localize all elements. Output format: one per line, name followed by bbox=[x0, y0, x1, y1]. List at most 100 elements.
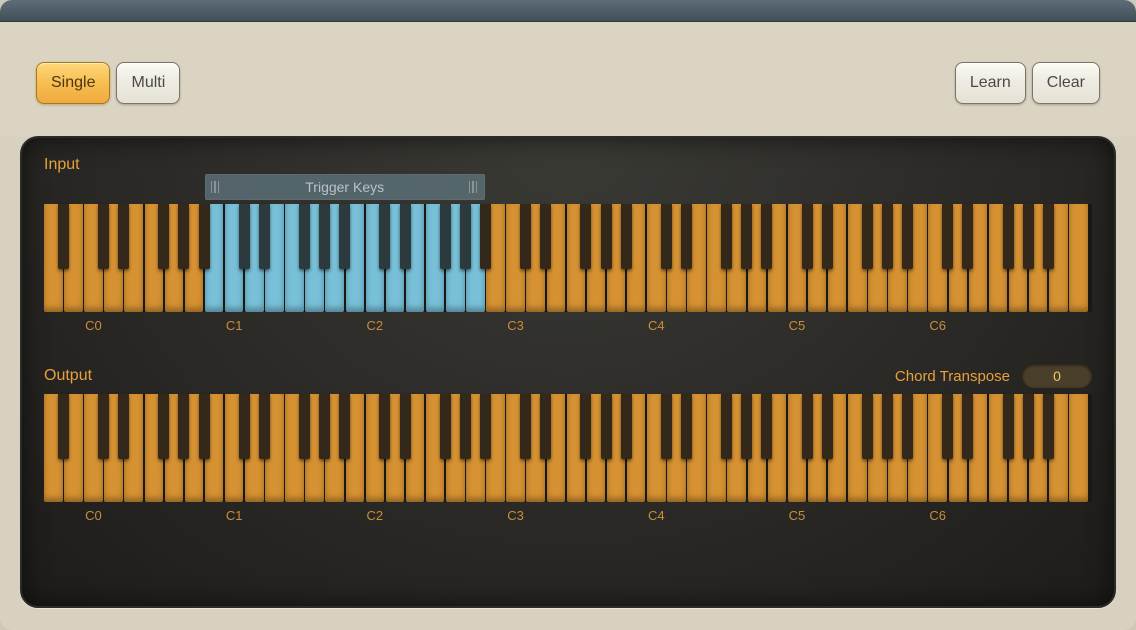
learn-button[interactable]: Learn bbox=[955, 62, 1026, 104]
black-key[interactable] bbox=[540, 204, 551, 269]
multi-mode-button[interactable]: Multi bbox=[116, 62, 180, 104]
black-key[interactable] bbox=[118, 394, 129, 459]
octave-label: C2 bbox=[367, 508, 384, 523]
black-key[interactable] bbox=[1043, 394, 1054, 459]
black-key[interactable] bbox=[761, 394, 772, 459]
black-key[interactable] bbox=[58, 394, 69, 459]
black-key[interactable] bbox=[601, 204, 612, 269]
black-key[interactable] bbox=[339, 204, 350, 269]
mode-button-group: SingleMulti bbox=[36, 62, 180, 104]
black-key[interactable] bbox=[681, 394, 692, 459]
black-key[interactable] bbox=[882, 394, 893, 459]
black-key[interactable] bbox=[319, 394, 330, 459]
black-key[interactable] bbox=[681, 204, 692, 269]
trigger-keys-label: Trigger Keys bbox=[221, 179, 469, 195]
black-key[interactable] bbox=[621, 204, 632, 269]
trigger-right-grip-icon[interactable] bbox=[469, 180, 479, 194]
black-key[interactable] bbox=[299, 394, 310, 459]
black-key[interactable] bbox=[802, 394, 813, 459]
trigger-keys-range[interactable]: Trigger Keys bbox=[205, 174, 485, 200]
plugin-window: SingleMulti LearnClear Input Trigger Key… bbox=[0, 0, 1136, 630]
black-key[interactable] bbox=[540, 394, 551, 459]
black-key[interactable] bbox=[962, 394, 973, 459]
black-key[interactable] bbox=[199, 394, 210, 459]
black-key[interactable] bbox=[761, 204, 772, 269]
black-key[interactable] bbox=[802, 204, 813, 269]
black-key[interactable] bbox=[58, 204, 69, 269]
black-key[interactable] bbox=[379, 394, 390, 459]
octave-label: C1 bbox=[226, 318, 243, 333]
black-key[interactable] bbox=[440, 204, 451, 269]
black-key[interactable] bbox=[158, 204, 169, 269]
octave-label: C1 bbox=[226, 508, 243, 523]
black-key[interactable] bbox=[158, 394, 169, 459]
chord-transpose-label: Chord Transpose bbox=[895, 368, 1010, 385]
black-key[interactable] bbox=[741, 394, 752, 459]
black-key[interactable] bbox=[661, 394, 672, 459]
window-titlebar[interactable] bbox=[0, 0, 1136, 22]
black-key[interactable] bbox=[440, 394, 451, 459]
black-key[interactable] bbox=[259, 394, 270, 459]
black-key[interactable] bbox=[98, 204, 109, 269]
black-key[interactable] bbox=[339, 394, 350, 459]
black-key[interactable] bbox=[460, 204, 471, 269]
octave-label: C6 bbox=[929, 508, 946, 523]
output-keyboard[interactable] bbox=[44, 394, 1092, 502]
black-key[interactable] bbox=[580, 204, 591, 269]
black-key[interactable] bbox=[942, 204, 953, 269]
black-key[interactable] bbox=[400, 394, 411, 459]
single-mode-button[interactable]: Single bbox=[36, 62, 110, 104]
toolbar: SingleMulti LearnClear bbox=[0, 22, 1136, 136]
black-key[interactable] bbox=[400, 204, 411, 269]
octave-label: C3 bbox=[507, 318, 524, 333]
black-key[interactable] bbox=[601, 394, 612, 459]
black-key[interactable] bbox=[862, 394, 873, 459]
black-key[interactable] bbox=[1043, 204, 1054, 269]
black-key[interactable] bbox=[721, 204, 732, 269]
black-key[interactable] bbox=[299, 204, 310, 269]
black-key[interactable] bbox=[379, 204, 390, 269]
input-keyboard[interactable] bbox=[44, 204, 1092, 312]
black-key[interactable] bbox=[1003, 394, 1014, 459]
black-key[interactable] bbox=[520, 204, 531, 269]
black-key[interactable] bbox=[942, 394, 953, 459]
octave-label: C3 bbox=[507, 508, 524, 523]
black-key[interactable] bbox=[480, 204, 491, 269]
black-key[interactable] bbox=[1003, 204, 1014, 269]
black-key[interactable] bbox=[721, 394, 732, 459]
black-key[interactable] bbox=[319, 204, 330, 269]
octave-label: C5 bbox=[789, 508, 806, 523]
black-key[interactable] bbox=[822, 204, 833, 269]
black-key[interactable] bbox=[199, 204, 210, 269]
black-key[interactable] bbox=[862, 204, 873, 269]
black-key[interactable] bbox=[822, 394, 833, 459]
black-key[interactable] bbox=[178, 394, 189, 459]
black-key[interactable] bbox=[259, 204, 270, 269]
black-key[interactable] bbox=[1023, 204, 1034, 269]
black-key[interactable] bbox=[118, 204, 129, 269]
trigger-left-grip-icon[interactable] bbox=[211, 180, 221, 194]
black-key[interactable] bbox=[480, 394, 491, 459]
black-key[interactable] bbox=[460, 394, 471, 459]
chord-transpose-value[interactable]: 0 bbox=[1022, 364, 1092, 388]
black-key[interactable] bbox=[741, 204, 752, 269]
black-key[interactable] bbox=[239, 204, 250, 269]
black-key[interactable] bbox=[621, 394, 632, 459]
input-octave-labels: C0C1C2C3C4C5C6 bbox=[44, 318, 1092, 338]
black-key[interactable] bbox=[661, 204, 672, 269]
black-key[interactable] bbox=[902, 394, 913, 459]
action-button-group: LearnClear bbox=[955, 62, 1100, 104]
input-section-label: Input bbox=[44, 156, 1092, 174]
octave-label: C4 bbox=[648, 318, 665, 333]
black-key[interactable] bbox=[882, 204, 893, 269]
black-key[interactable] bbox=[98, 394, 109, 459]
black-key[interactable] bbox=[178, 204, 189, 269]
black-key[interactable] bbox=[962, 204, 973, 269]
output-section-label: Output bbox=[44, 367, 92, 385]
black-key[interactable] bbox=[520, 394, 531, 459]
clear-button[interactable]: Clear bbox=[1032, 62, 1100, 104]
black-key[interactable] bbox=[1023, 394, 1034, 459]
black-key[interactable] bbox=[239, 394, 250, 459]
black-key[interactable] bbox=[580, 394, 591, 459]
black-key[interactable] bbox=[902, 204, 913, 269]
